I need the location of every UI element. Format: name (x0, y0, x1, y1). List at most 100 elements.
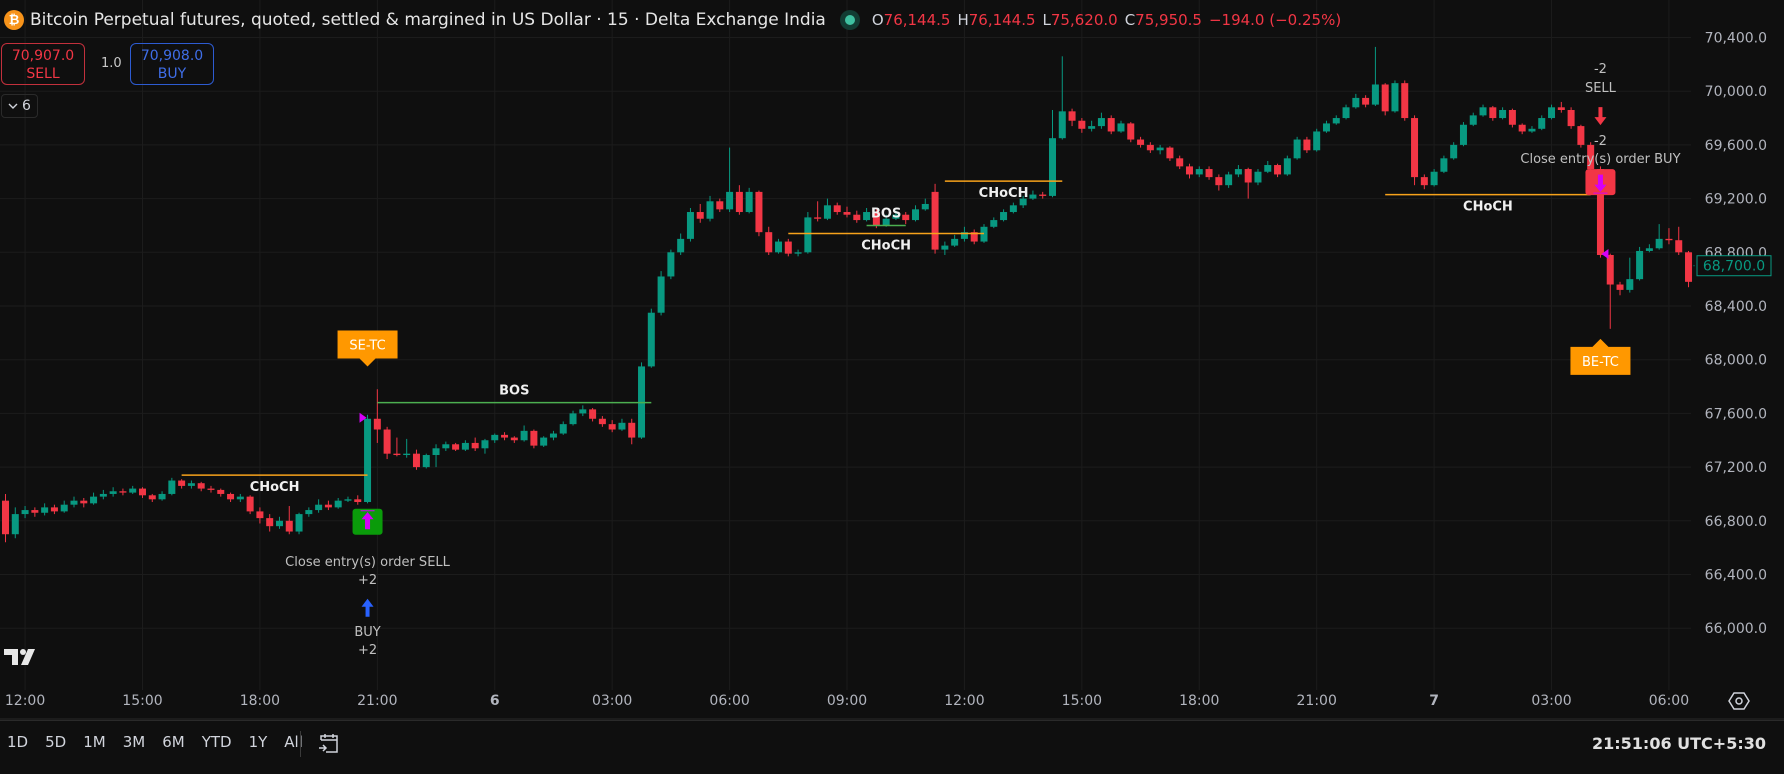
candle-up (1313, 131, 1321, 151)
calendar-goto-icon[interactable] (316, 731, 342, 757)
candle-up (540, 437, 548, 446)
candle-down (1616, 284, 1624, 290)
candle-down (256, 511, 264, 519)
signal-label-box (337, 330, 398, 367)
buy-label: BUY (157, 66, 187, 82)
range-1y[interactable]: 1Y (248, 733, 268, 751)
candle-down (872, 212, 880, 226)
price-chart[interactable]: 70,400.070,000.069,600.069,200.068,800.0… (0, 0, 1784, 720)
open-label: O (871, 11, 884, 29)
candle-up (168, 480, 176, 494)
change-value: −194.0 (−0.25%) (1208, 11, 1342, 29)
candle-up (1371, 84, 1379, 105)
tradingview-logo[interactable] (4, 645, 40, 673)
candle-up (1459, 124, 1467, 145)
low-label: L (1042, 11, 1051, 29)
candle-down (1577, 126, 1585, 145)
candle-down (1068, 111, 1076, 121)
order-qty: -2 (1594, 62, 1607, 77)
y-tick-label: 67,600.0 (1705, 406, 1767, 422)
candle-up (804, 217, 812, 253)
buy-button[interactable]: 70,908.0 BUY (130, 43, 214, 85)
candle-down (2, 500, 9, 535)
market-open-dot-icon (839, 10, 860, 30)
candle-down (902, 214, 910, 221)
candle-down (1508, 109, 1516, 125)
candle-up (1655, 238, 1663, 249)
clock-timezone[interactable]: 21:51:06 UTC+5:30 (1591, 734, 1766, 753)
candle-down (138, 488, 146, 496)
range-5d[interactable]: 5D (45, 733, 67, 751)
high-label: H (957, 11, 969, 29)
candle-down (393, 453, 401, 456)
open-value: 76,144.5 (883, 11, 951, 29)
close-order-text: Close entry(s) order BUY (1520, 152, 1680, 167)
candle-up (1009, 205, 1017, 213)
candle-up (1234, 169, 1242, 175)
candle-down (285, 520, 293, 532)
candle-up (236, 496, 244, 500)
order-side-label: SELL (1585, 81, 1617, 96)
x-tick-label: 12:00 (944, 693, 984, 709)
candle-down (833, 205, 841, 213)
candle-down (373, 418, 381, 430)
candle-up (1538, 118, 1546, 129)
range-1m[interactable]: 1M (83, 733, 106, 751)
candle-up (579, 409, 587, 414)
candle-up (70, 500, 78, 505)
candle-down (530, 430, 538, 446)
candle-up (960, 232, 968, 239)
range-ytd[interactable]: YTD (201, 733, 232, 751)
low-value: 75,620.0 (1050, 11, 1118, 29)
sell-button[interactable]: 70,907.0 SELL (1, 43, 85, 85)
candle-down (765, 232, 773, 253)
candle-up (41, 507, 49, 513)
candle-up (1058, 111, 1066, 139)
symbol-title[interactable]: Bitcoin Perpetual futures, quoted, settl… (30, 10, 826, 30)
settings-icon[interactable] (1728, 690, 1750, 712)
candle-up (1440, 158, 1448, 172)
chart-legend: ₿ Bitcoin Perpetual futures, quoted, set… (4, 10, 1348, 30)
candle-up (1499, 109, 1507, 119)
buy-price: 70,908.0 (140, 48, 204, 64)
entry-triangle-icon (1601, 248, 1609, 259)
candle-down (50, 507, 58, 512)
y-tick-label: 69,600.0 (1705, 138, 1767, 154)
candle-down (1596, 169, 1604, 255)
candle-down (1685, 252, 1693, 282)
arrow-up-icon (360, 510, 375, 530)
x-tick-label: 21:00 (357, 693, 397, 709)
candle-up (109, 491, 117, 494)
candle-down (853, 214, 861, 221)
candle-up (90, 496, 98, 504)
indicators-toggle[interactable]: 6 (1, 94, 38, 118)
candle-up (794, 252, 802, 254)
candle-down (501, 434, 509, 438)
signal-label-box (1570, 338, 1631, 375)
candle-up (1195, 169, 1203, 175)
level-label: CHoCH (861, 239, 911, 254)
candle-up (951, 238, 959, 246)
candle-down (266, 518, 274, 527)
candle-up (1469, 115, 1477, 125)
candle-up (1450, 144, 1458, 159)
last-price-box (1696, 255, 1772, 277)
range-1d[interactable]: 1D (7, 733, 29, 751)
y-tick-label: 68,000.0 (1705, 353, 1767, 369)
candle-down (246, 496, 254, 512)
candle-up (1479, 107, 1487, 116)
order-quantity[interactable]: 1.0 (101, 56, 122, 71)
candle-down (178, 480, 186, 486)
sell-arrow-icon (1594, 107, 1607, 126)
range-6m[interactable]: 6M (162, 733, 185, 751)
candle-down (1518, 124, 1526, 132)
candle-up (1264, 165, 1272, 172)
high-value: 76,144.5 (968, 11, 1036, 29)
range-3m[interactable]: 3M (122, 733, 146, 751)
range-all[interactable]: All (284, 733, 303, 751)
candle-up (677, 238, 685, 253)
x-tick-label: 09:00 (827, 693, 867, 709)
ohlc-values: O76,144.5 H76,144.5 L75,620.0 C75,950.5 −194… (872, 11, 1348, 29)
candle-up (422, 455, 430, 468)
candle-up (1548, 107, 1556, 119)
